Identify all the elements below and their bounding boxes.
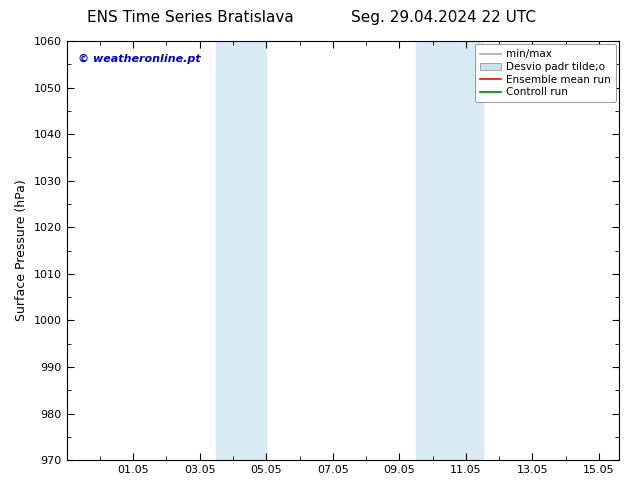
Text: Seg. 29.04.2024 22 UTC: Seg. 29.04.2024 22 UTC [351,10,536,25]
Y-axis label: Surface Pressure (hPa): Surface Pressure (hPa) [15,180,28,321]
Text: ENS Time Series Bratislava: ENS Time Series Bratislava [87,10,294,25]
Text: © weatheronline.pt: © weatheronline.pt [77,53,200,64]
Bar [216,41,266,460]
Bar [416,41,482,460]
Legend: min/max, Desvio padr tilde;o, Ensemble mean run, Controll run: min/max, Desvio padr tilde;o, Ensemble m… [475,44,616,102]
